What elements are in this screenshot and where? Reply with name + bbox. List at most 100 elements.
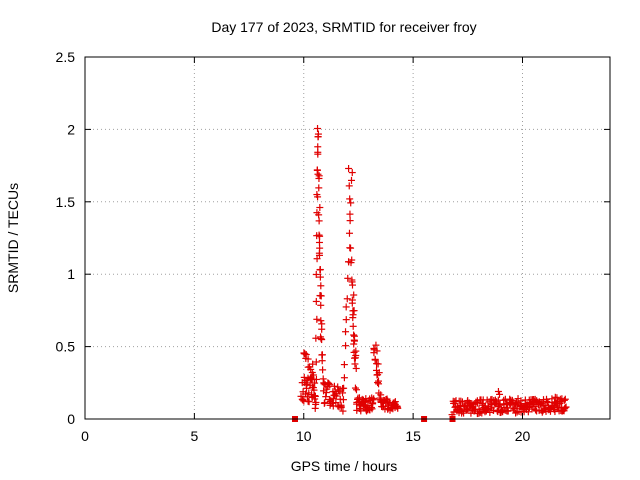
data-point	[347, 259, 355, 267]
data-point	[347, 199, 355, 207]
data-point	[371, 356, 379, 364]
data-point	[311, 392, 319, 400]
data-point	[347, 176, 355, 184]
y-tick-label: 1.5	[56, 194, 76, 210]
data-point	[313, 191, 321, 199]
data-point	[346, 195, 354, 203]
data-point	[558, 395, 566, 403]
data-point	[348, 299, 356, 307]
data-point	[496, 400, 504, 408]
data-point	[342, 328, 350, 336]
data-point	[299, 396, 307, 404]
x-tick-label: 10	[296, 428, 312, 444]
y-tick-label: 2.5	[56, 49, 76, 65]
data-point	[316, 204, 324, 212]
data-point	[311, 404, 319, 412]
data-point	[317, 317, 325, 325]
data-point	[340, 361, 348, 369]
data-point	[302, 351, 310, 359]
data-point	[345, 164, 353, 172]
data-point	[315, 211, 323, 219]
data-point	[314, 170, 322, 178]
data-point	[302, 381, 310, 389]
data-point	[345, 229, 353, 237]
data-point	[351, 360, 359, 368]
data-point	[318, 351, 326, 359]
data-point	[352, 364, 360, 372]
data-point	[314, 133, 322, 141]
data-point	[316, 251, 323, 259]
data-point	[330, 382, 338, 390]
x-tick-label: 15	[405, 428, 421, 444]
data-point	[315, 231, 323, 239]
data-point	[375, 369, 383, 377]
data-point	[370, 395, 378, 403]
data-point	[351, 384, 359, 392]
data-point	[339, 407, 347, 415]
plot-frame	[84, 56, 611, 420]
data-point	[344, 274, 352, 282]
data-point	[313, 315, 321, 323]
data-point	[375, 389, 383, 397]
data-point	[374, 360, 382, 368]
data-point	[562, 403, 570, 411]
data-point	[561, 405, 569, 413]
data-point	[348, 169, 356, 177]
data-point	[548, 395, 556, 403]
data-point	[317, 335, 325, 343]
x-tick-label: 0	[81, 428, 89, 444]
chart-title: Day 177 of 2023, SRMTID for receiver fro…	[211, 19, 476, 35]
data-point	[312, 297, 320, 305]
data-point	[322, 393, 330, 401]
data-point	[303, 393, 311, 401]
y-axis-label: SRMTID / TECUs	[5, 183, 21, 293]
data-point	[335, 386, 343, 394]
data-point	[347, 244, 355, 252]
data-point	[312, 375, 320, 383]
axis-ticks: 0 5 10 15 20 0 0.5 1 1.5 2 2.5	[56, 49, 610, 444]
data-point	[313, 166, 321, 174]
data-point	[317, 292, 325, 300]
data-point	[307, 365, 315, 373]
data-point	[530, 402, 538, 410]
x-tick-label: 5	[190, 428, 198, 444]
y-tick-label: 2	[67, 121, 75, 137]
data-point	[337, 402, 345, 410]
data-point	[524, 408, 532, 416]
data-point	[316, 266, 324, 274]
data-point	[561, 404, 569, 412]
y-tick-label: 0.5	[56, 339, 76, 355]
data-point	[312, 398, 320, 406]
data-point	[317, 301, 325, 309]
data-point	[352, 347, 360, 355]
data-point	[326, 381, 334, 389]
data-point	[496, 390, 504, 398]
data-point	[373, 347, 381, 355]
data-point	[352, 386, 360, 394]
data-point	[349, 314, 357, 322]
data-point	[305, 398, 313, 406]
data-point	[318, 336, 326, 344]
data-point	[334, 383, 342, 391]
data-point	[316, 273, 324, 281]
data-point	[342, 316, 350, 324]
data-point	[343, 295, 351, 303]
data-point	[304, 355, 312, 363]
data-point	[391, 398, 399, 406]
data-point	[504, 407, 512, 415]
data-point	[350, 331, 358, 339]
data-point	[345, 182, 353, 190]
grid	[85, 57, 610, 419]
data-point	[551, 408, 559, 416]
data-point	[376, 394, 384, 402]
data-point	[318, 357, 326, 365]
data-point	[301, 350, 309, 358]
data-point	[312, 358, 320, 366]
data-point	[340, 374, 348, 382]
y-tick-label: 0	[67, 411, 75, 427]
data-point	[394, 404, 402, 412]
data-point	[315, 174, 323, 182]
data-point	[315, 217, 323, 225]
data-point	[346, 217, 354, 225]
